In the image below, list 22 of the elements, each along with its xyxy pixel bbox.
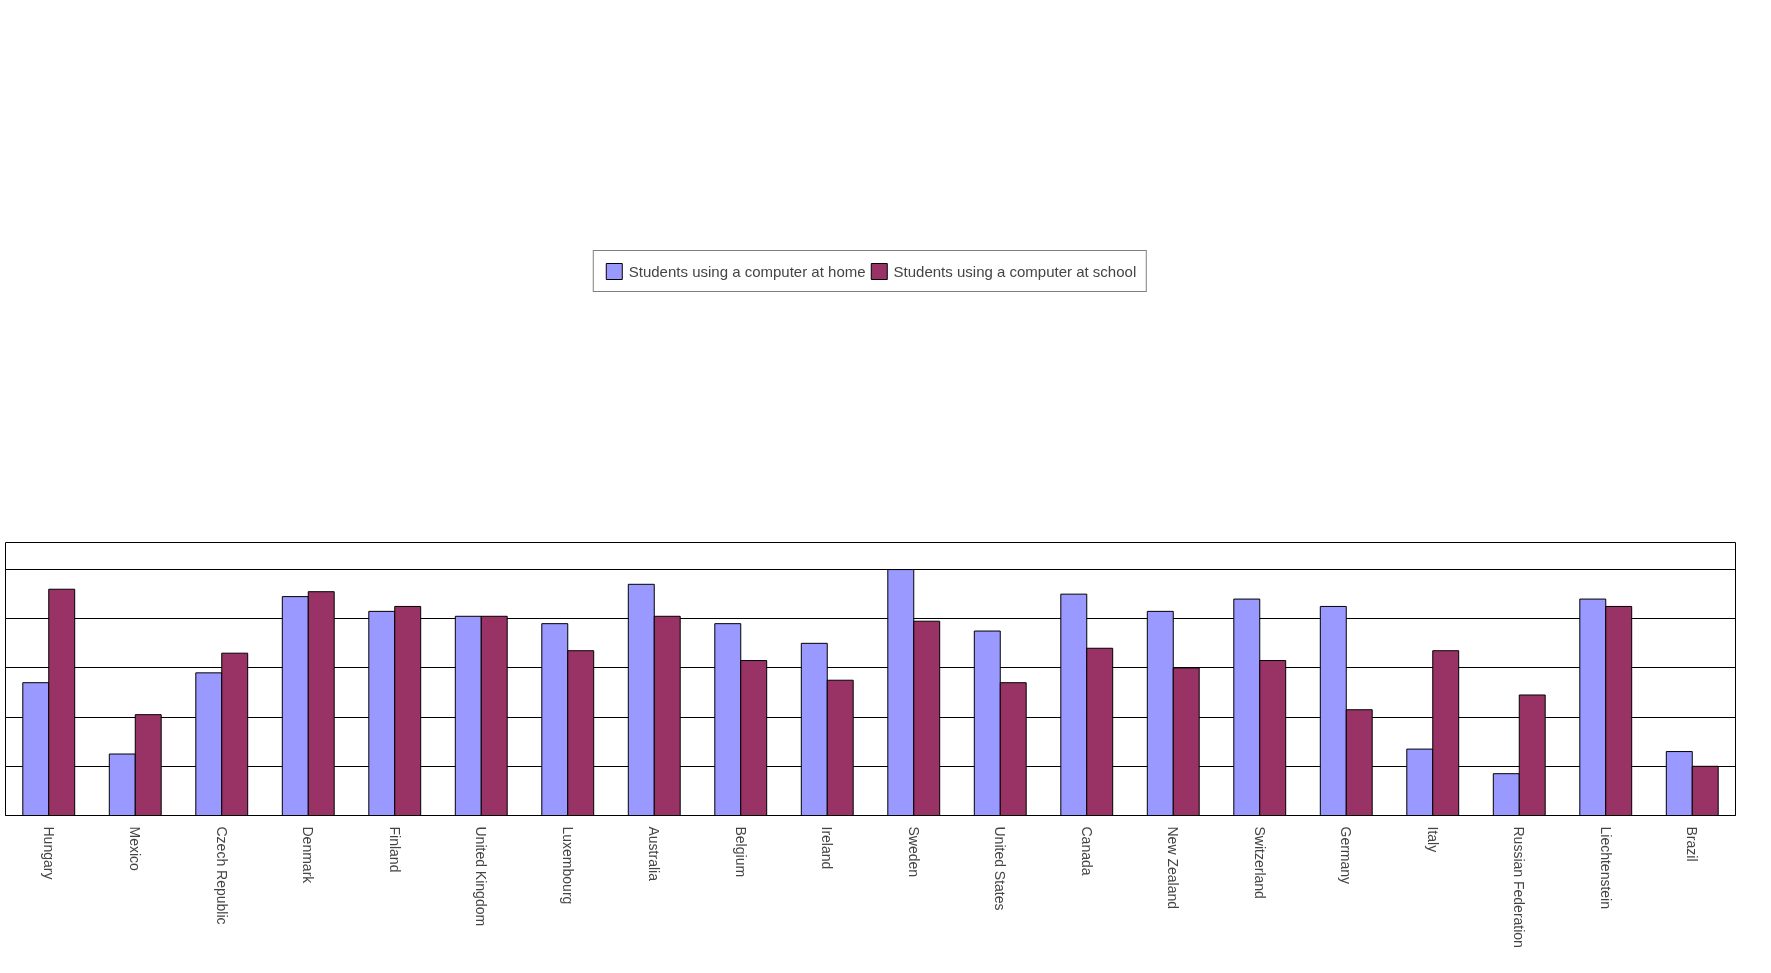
x-tick-label: Italy	[1424, 826, 1441, 853]
x-tick-label: Switzerland	[1251, 826, 1268, 899]
x-tick-label: United States	[992, 826, 1009, 911]
legend-label: Students using a computer at school	[893, 262, 1137, 280]
x-tick-label: Luxembourg	[559, 826, 576, 905]
x-tick-label: Australia	[646, 826, 663, 882]
x-tick-label: Brazil	[1684, 826, 1701, 862]
x-tick-label: Russian Federation	[1511, 826, 1528, 948]
x-tick-label: Liechtenstein	[1597, 826, 1614, 910]
x-tick-label: Denmark	[300, 826, 317, 885]
x-tick-label: Czech Republic	[213, 826, 230, 925]
x-tick-label: Canada	[1078, 826, 1095, 876]
x-tick-label: Belgium	[732, 826, 749, 878]
x-tick-label: Ireland	[819, 826, 836, 870]
x-tick-label: Mexico	[127, 826, 144, 872]
x-tick-label: United Kingdom	[473, 826, 490, 927]
x-tick-label: Germany	[1338, 826, 1355, 885]
x-tick-label: Hungary	[40, 826, 57, 880]
x-tick-label: New Zealand	[1165, 826, 1182, 909]
x-tick-label: Finland	[386, 826, 403, 873]
legend-label: Students using a computer at home	[628, 262, 866, 280]
x-tick-label: Sweden	[905, 826, 922, 878]
